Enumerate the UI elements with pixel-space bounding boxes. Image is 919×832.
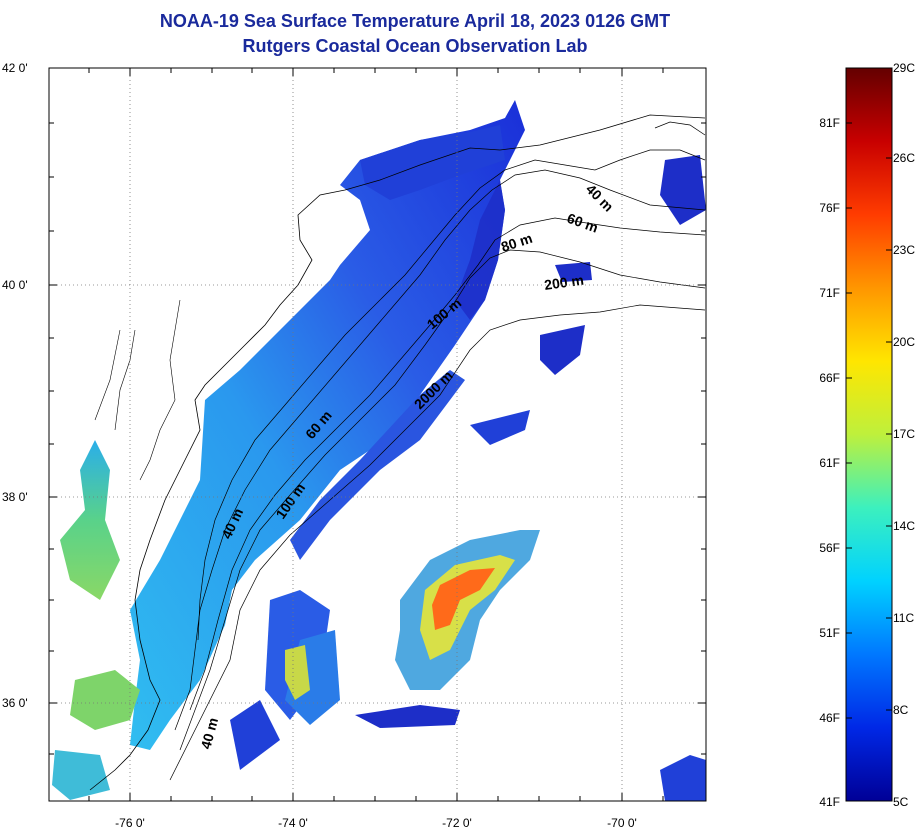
colorbar-label-51f: 51F	[819, 626, 840, 640]
map-minor-ticks	[49, 68, 706, 801]
coastline-detail	[94, 299, 181, 481]
colorbar-label-5c: 5C	[893, 795, 909, 809]
colorbar-label-71f: 71F	[819, 286, 840, 300]
colorbar-label-76f: 76F	[819, 201, 840, 215]
colorbar-label-26c: 26C	[893, 151, 916, 165]
coastline	[89, 114, 706, 791]
sst-patch-3	[230, 700, 280, 770]
sst-patch-9	[355, 705, 460, 728]
sst-warm-eddy-mid	[420, 555, 515, 660]
lon-label-70: -70 0'	[607, 816, 637, 830]
lon-label-72: -72 0'	[442, 816, 472, 830]
map-gridlines	[49, 68, 706, 801]
map-content: 40 m 60 m 80 m 200 m 100 m 2000 m 60 m 1…	[52, 100, 706, 801]
colorbar-label-29c: 29C	[893, 61, 916, 75]
map-subtitle: Rutgers Coastal Ocean Observation Lab	[242, 36, 588, 56]
colorbar-label-56f: 56F	[819, 541, 840, 555]
colorbar-label-17c: 17C	[893, 427, 916, 441]
colorbar-label-41f: 41F	[819, 795, 840, 809]
sst-warm-eddy-core	[432, 568, 495, 630]
colorbar-label-23c: 23C	[893, 243, 916, 257]
colorbar-label-81f: 81F	[819, 116, 840, 130]
colorbar-label-11c: 11C	[893, 611, 915, 625]
lat-label-42: 42 0'	[2, 61, 28, 75]
lat-label-38: 38 0'	[2, 490, 28, 504]
sst-shelf-water	[130, 100, 525, 750]
colorbar-ticks	[846, 122, 892, 719]
sst-patch-7	[660, 155, 706, 225]
sst-offshore-cold	[455, 180, 505, 320]
contour-label-60m-ne: 60 m	[565, 210, 600, 236]
sst-chesapeake-bay	[60, 440, 120, 600]
map-title: NOAA-19 Sea Surface Temperature April 18…	[159, 11, 671, 31]
contour-label-40m-ne: 40 m	[583, 181, 617, 215]
colorbar-label-20c: 20C	[893, 335, 916, 349]
sst-patch-8	[660, 755, 706, 801]
colorbar-label-14c: 14C	[893, 519, 916, 533]
colorbar-label-8c: 8C	[893, 703, 909, 717]
bathymetry-contours	[169, 121, 706, 781]
map-ticks	[49, 67, 706, 801]
sst-patch-6	[555, 262, 592, 282]
lon-label-74: -74 0'	[278, 816, 308, 830]
sst-pamlico	[52, 750, 110, 800]
contour-label-200m-ne: 200 m	[543, 272, 585, 293]
map-frame	[48, 67, 707, 802]
colorbar-label-61f: 61F	[819, 456, 840, 470]
colorbar-label-66f: 66F	[819, 371, 840, 385]
colorbar-gradient	[845, 67, 893, 802]
colorbar-label-46f: 46F	[819, 711, 840, 725]
lon-label-76: -76 0'	[115, 816, 145, 830]
sst-patch-4	[470, 410, 530, 445]
lat-label-36: 36 0'	[2, 696, 28, 710]
sst-warm-patch-south	[285, 645, 310, 700]
sst-patch-5	[540, 325, 585, 375]
contour-label-40m-s: 40 m	[197, 716, 221, 751]
lat-label-40: 40 0'	[2, 278, 28, 292]
sst-offshore-streaks	[290, 370, 465, 560]
sst-long-island-water	[360, 125, 505, 200]
sst-southern-sounds	[70, 670, 140, 730]
